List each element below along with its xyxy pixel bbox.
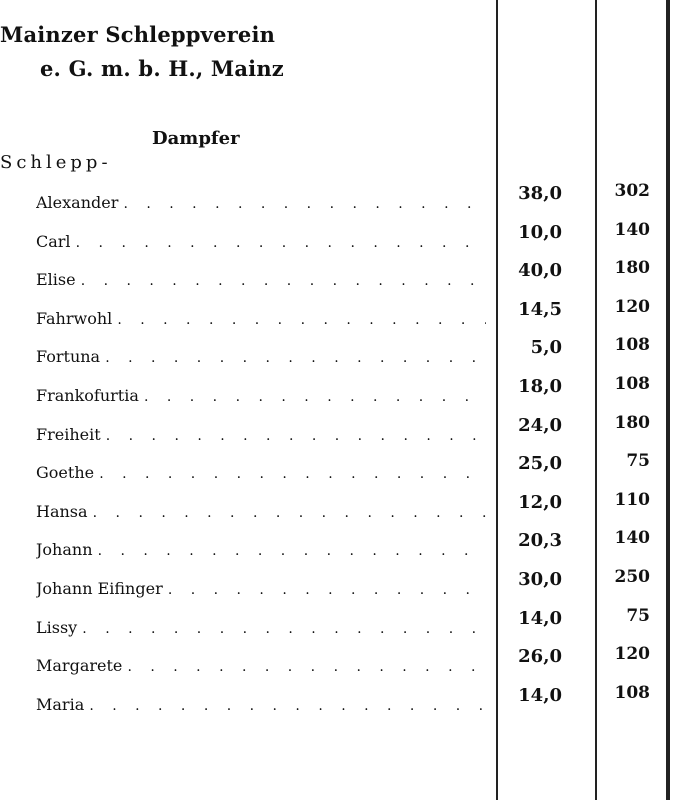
vessel-name-text: Elise <box>36 270 76 290</box>
column-rule-1 <box>496 0 498 800</box>
leader-dots: . . . . . . . . . . . . . . . . . . . . … <box>92 504 486 521</box>
vessel-name: Elise . . . . . . . . . . . . . . . . . … <box>36 270 486 289</box>
table-row: Lissy . . . . . . . . . . . . . . . . . … <box>0 606 680 648</box>
value-col2: 110 <box>614 489 651 510</box>
vessel-name: Maria . . . . . . . . . . . . . . . . . … <box>36 695 486 714</box>
vessel-name-text: Goethe <box>36 463 95 483</box>
vessel-name: Freiheit . . . . . . . . . . . . . . . .… <box>36 425 486 444</box>
value-col1: 12,0 <box>518 491 562 513</box>
value-col2: 140 <box>614 528 651 549</box>
vessel-name: Alexander . . . . . . . . . . . . . . . … <box>36 193 486 212</box>
value-col1: 10,0 <box>518 221 562 243</box>
value-col1: 40,0 <box>518 260 562 282</box>
value-col1: 25,0 <box>518 453 562 475</box>
table-row: Fortuna . . . . . . . . . . . . . . . . … <box>0 335 680 377</box>
subsection-heading: Schlepp- <box>0 152 112 173</box>
leader-dots: . . . . . . . . . . . . . . . . . . . . … <box>99 466 486 483</box>
vessel-name-text: Carl <box>36 231 71 251</box>
table-row: Maria . . . . . . . . . . . . . . . . . … <box>0 683 680 725</box>
value-col2: 108 <box>614 335 651 356</box>
leader-dots: . . . . . . . . . . . . . . . . . . . . … <box>75 234 486 251</box>
vessel-name-text: Hansa <box>36 501 88 521</box>
table-row: Frankofurtia . . . . . . . . . . . . . .… <box>0 374 680 416</box>
value-col2: 120 <box>614 644 651 665</box>
vessel-name: Johann . . . . . . . . . . . . . . . . .… <box>36 540 486 559</box>
company-legal-form: e. G. m. b. H., Mainz <box>40 56 284 81</box>
table-row: Goethe . . . . . . . . . . . . . . . . .… <box>0 451 680 493</box>
column-rule-3 <box>666 0 670 800</box>
vessel-name: Fahrwohl . . . . . . . . . . . . . . . .… <box>36 309 486 328</box>
leader-dots: . . . . . . . . . . . . . . . . . . . . … <box>105 427 486 444</box>
leader-dots: . . . . . . . . . . . . . . . . . . . . … <box>105 350 486 367</box>
vessel-name-text: Johann Eifinger <box>36 579 163 598</box>
leader-dots: . . . . . . . . . . . . . . . . . . . . … <box>123 196 486 212</box>
value-col2: 250 <box>614 567 651 587</box>
vessel-name-text: Alexander <box>36 193 119 212</box>
table-row: Fahrwohl . . . . . . . . . . . . . . . .… <box>0 297 680 339</box>
table-row: Carl . . . . . . . . . . . . . . . . . .… <box>0 220 680 262</box>
value-col2: 108 <box>614 374 651 394</box>
value-col2: 120 <box>614 296 651 317</box>
leader-dots: . . . . . . . . . . . . . . . . . . . . … <box>82 620 486 637</box>
value-col2: 302 <box>614 181 651 201</box>
value-col1: 18,0 <box>518 376 562 397</box>
vessel-name-text: Frankofurtia <box>36 386 139 405</box>
value-col2: 180 <box>614 258 651 279</box>
value-col2: 140 <box>614 219 651 240</box>
value-col1: 24,0 <box>518 414 562 436</box>
leader-dots: . . . . . . . . . . . . . . . . . . . . … <box>89 697 486 714</box>
value-col1: 14,0 <box>518 607 562 629</box>
vessel-name-text: Maria <box>36 694 85 714</box>
value-col1: 30,0 <box>518 569 562 590</box>
table-row: Johann Eifinger . . . . . . . . . . . . … <box>0 567 680 609</box>
table-row: Freiheit . . . . . . . . . . . . . . . .… <box>0 413 680 455</box>
table-row: Johann . . . . . . . . . . . . . . . . .… <box>0 528 680 570</box>
company-name: Mainzer Schleppverein <box>0 22 276 47</box>
value-col2: 75 <box>626 605 650 626</box>
value-col1: 26,0 <box>518 646 562 668</box>
vessel-name: Frankofurtia . . . . . . . . . . . . . .… <box>36 386 486 405</box>
table-row: Margarete . . . . . . . . . . . . . . . … <box>0 644 680 686</box>
value-col1: 20,3 <box>518 530 562 552</box>
table-row: Elise . . . . . . . . . . . . . . . . . … <box>0 258 680 300</box>
leader-dots: . . . . . . . . . . . . . . . . . . . . … <box>167 582 486 598</box>
vessel-name: Goethe . . . . . . . . . . . . . . . . .… <box>36 463 486 482</box>
leader-dots: . . . . . . . . . . . . . . . . . . . . … <box>80 273 486 290</box>
leader-dots: . . . . . . . . . . . . . . . . . . . . … <box>97 543 486 560</box>
vessel-name-text: Fortuna <box>36 347 101 367</box>
vessel-name: Carl . . . . . . . . . . . . . . . . . .… <box>36 232 486 251</box>
vessel-name-text: Margarete <box>36 656 123 676</box>
vessel-name: Fortuna . . . . . . . . . . . . . . . . … <box>36 347 486 366</box>
value-col2: 75 <box>626 451 650 472</box>
leader-dots: . . . . . . . . . . . . . . . . . . . . … <box>127 659 486 676</box>
table-row: Alexander . . . . . . . . . . . . . . . … <box>0 181 680 223</box>
value-col2: 108 <box>614 682 651 703</box>
vessel-name-text: Lissy <box>36 617 78 637</box>
vessel-name: Lissy . . . . . . . . . . . . . . . . . … <box>36 618 486 637</box>
column-rule-2 <box>595 0 597 800</box>
vessel-name-text: Freiheit <box>36 424 101 444</box>
leader-dots: . . . . . . . . . . . . . . . . . . . . … <box>143 389 486 405</box>
leader-dots: . . . . . . . . . . . . . . . . . . . . … <box>117 311 486 328</box>
value-col1: 14,0 <box>518 684 562 706</box>
vessel-name-text: Johann <box>36 540 93 560</box>
value-col1: 5,0 <box>530 337 562 359</box>
vessel-name: Margarete . . . . . . . . . . . . . . . … <box>36 656 486 675</box>
vessel-name: Hansa . . . . . . . . . . . . . . . . . … <box>36 502 486 521</box>
vessel-name: Johann Eifinger . . . . . . . . . . . . … <box>36 579 486 598</box>
section-heading: Dampfer <box>152 128 240 149</box>
table-row: Hansa . . . . . . . . . . . . . . . . . … <box>0 490 680 532</box>
value-col1: 14,5 <box>518 298 562 320</box>
value-col1: 38,0 <box>518 183 562 204</box>
vessel-name-text: Fahrwohl <box>36 308 113 328</box>
value-col2: 180 <box>614 412 651 433</box>
